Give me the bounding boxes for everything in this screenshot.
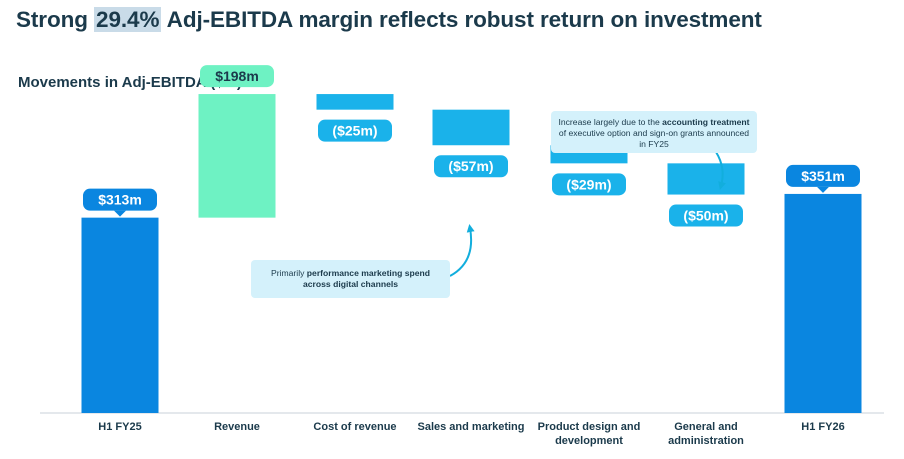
callout-marketing-pre: Primarily [270,268,307,278]
callout-marketing-bold: performance marketing spend across digit… [302,268,431,289]
title-prefix: Strong [16,7,95,32]
chart-subtitle-text: Movements in Adj-EBITDA ($m) [18,74,242,91]
data-label-pointer-0 [114,210,126,217]
data-label-3: ($57m) [448,158,493,174]
data-label-bg-5 [669,204,743,227]
title-suffix: Adj-EBITDA margin reflects robust return… [161,7,762,32]
bar-2 [316,94,394,110]
category-label-5-line-0: General and [674,421,738,433]
category-label-4-line-1: development [555,435,623,447]
category-label-6: H1 FY26 [801,421,844,433]
callout-accounting-pre: Increase largely due to the [558,117,663,127]
data-label-bg-4 [552,173,626,196]
category-label-5-line-1: administration [668,435,744,447]
bar-0 [81,217,159,413]
callout-accounting-treatment: Increase largely due to the accounting t… [551,111,757,153]
callout-accounting-post: of executive option and sign-on grants a… [558,128,750,149]
callout-performance-marketing: Primarily performance marketing spend ac… [251,260,450,298]
page-title: Strong 29.4% Adj-EBITDA margin reflects … [16,7,762,33]
data-label-0: $313m [98,192,142,208]
callout-accounting-bold: accounting treatment [662,117,750,127]
data-label-6: $351m [801,168,845,184]
callout-arrow-accounting [715,151,726,190]
category-label-2: Cost of revenue [313,421,396,433]
data-label-bg-1 [200,65,274,88]
data-label-1: $198m [215,68,259,84]
data-label-bg-0 [83,188,157,211]
data-label-5: ($50m) [683,208,728,224]
data-label-bg-6 [786,164,860,187]
bar-5 [667,163,745,195]
margin-highlight: 29.4% [94,7,162,32]
category-label-0: H1 FY25 [98,421,141,433]
data-label-2: ($25m) [332,123,377,139]
data-label-bg-3 [434,155,508,178]
bar-1 [198,94,276,218]
bar-6 [784,193,862,413]
category-label-3: Sales and marketing [418,421,525,433]
bar-3 [432,109,510,146]
category-label-4-line-0: Product design and [538,421,641,433]
callout-arrow-marketing [449,224,475,277]
category-label-1: Revenue [214,421,260,433]
data-label-4: ($29m) [566,176,611,192]
data-label-pointer-6 [817,186,829,193]
data-label-bg-2 [318,119,392,142]
